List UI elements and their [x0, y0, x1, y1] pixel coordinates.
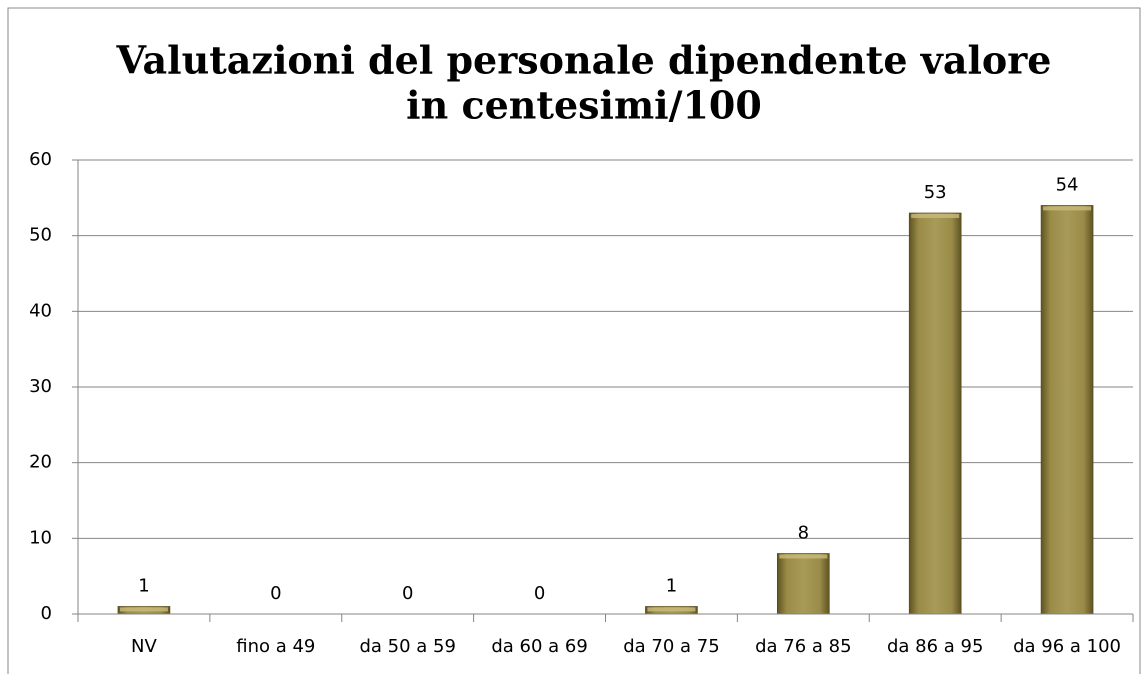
- y-tick-label: 40: [29, 300, 52, 321]
- bar-bevel: [1043, 206, 1092, 211]
- data-label: 8: [798, 522, 809, 543]
- data-label: 0: [270, 583, 281, 604]
- chart-title: in centesimi/100: [406, 83, 762, 128]
- chart-frame: [7, 7, 1141, 674]
- data-label: 54: [1056, 174, 1079, 195]
- x-tick-label: fino a 49: [236, 636, 315, 657]
- x-tick-label: da 76 a 85: [755, 636, 851, 657]
- x-tick-label: da 86 a 95: [887, 636, 983, 657]
- bar: [777, 553, 830, 615]
- x-tick-label: da 50 a 59: [359, 636, 455, 657]
- bar-bevel: [119, 607, 168, 612]
- bar-bevel: [911, 213, 960, 218]
- y-tick-label: 30: [29, 376, 52, 397]
- data-label: 0: [402, 583, 413, 604]
- x-tick-label: NV: [131, 636, 157, 657]
- bar-bevel: [647, 607, 696, 612]
- y-tick-label: 50: [29, 225, 52, 246]
- y-tick-label: 0: [41, 603, 52, 624]
- bar-bevel: [779, 554, 828, 559]
- y-tick-label: 20: [29, 452, 52, 473]
- y-tick-label: 60: [29, 149, 52, 170]
- x-tick-label: da 70 a 75: [623, 636, 719, 657]
- bar: [908, 212, 962, 615]
- y-tick-label: 10: [29, 527, 52, 548]
- data-label: 53: [924, 182, 947, 203]
- bar: [1040, 205, 1094, 615]
- data-label: 1: [138, 575, 149, 596]
- chart-title: Valutazioni del personale dipendente val…: [116, 38, 1052, 83]
- x-tick-label: da 96 a 100: [1013, 636, 1121, 657]
- data-label: 0: [534, 583, 545, 604]
- x-tick-label: da 60 a 69: [491, 636, 587, 657]
- data-label: 1: [666, 575, 677, 596]
